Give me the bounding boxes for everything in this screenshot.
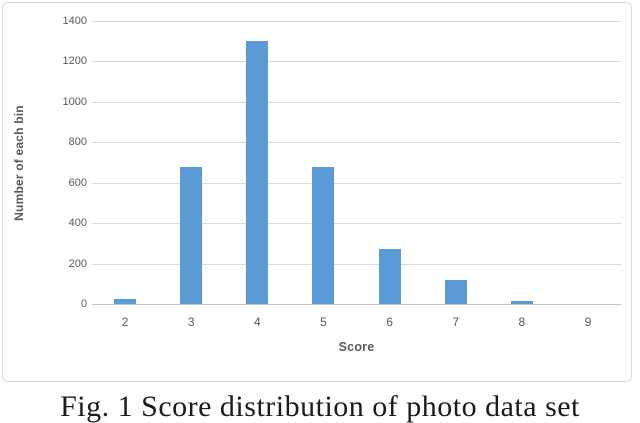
x-tick-label: 9 xyxy=(584,315,592,329)
y-tick-label: 600 xyxy=(68,176,87,189)
plot-area xyxy=(92,21,621,305)
gridline xyxy=(92,223,621,225)
gridline xyxy=(92,142,621,144)
bar-score-4 xyxy=(246,41,269,304)
score-distribution-chart: Number of each bin 0 200 400 600 800 1000 1200… xyxy=(2,2,632,382)
y-tick-label: 1000 xyxy=(62,95,87,108)
gridline xyxy=(92,101,621,103)
x-tick-label: 7 xyxy=(452,315,460,329)
x-axis-title: Score xyxy=(338,340,375,354)
y-tick-label: 1200 xyxy=(62,55,87,68)
gridline xyxy=(92,21,621,22)
bar-score-3 xyxy=(180,166,203,304)
y-tick-label: 400 xyxy=(68,217,87,230)
bar-score-8 xyxy=(510,300,533,304)
gridline xyxy=(92,61,621,63)
bar-score-2 xyxy=(114,298,137,304)
x-tick-label: 4 xyxy=(253,315,261,329)
bar-score-6 xyxy=(378,249,401,304)
y-tick-label: 0 xyxy=(80,298,87,310)
gridline xyxy=(92,263,621,265)
x-tick-label: 2 xyxy=(121,315,129,329)
x-axis-line xyxy=(92,304,621,305)
gridline xyxy=(92,182,621,184)
x-tick-label: 6 xyxy=(386,315,393,329)
x-tick-label: 5 xyxy=(320,315,327,329)
y-tick-label: 800 xyxy=(68,136,87,149)
y-tick-label: 200 xyxy=(68,257,87,270)
y-tick-label: 1400 xyxy=(62,15,87,27)
figure-caption: Fig. 1 Score distribution of photo data … xyxy=(60,390,580,423)
bar-score-7 xyxy=(444,279,467,304)
x-tick-label: 3 xyxy=(187,315,195,329)
y-axis-title-text: Number of each bin xyxy=(12,105,26,221)
x-tick-label: 8 xyxy=(518,315,526,329)
bar-score-5 xyxy=(312,166,335,304)
